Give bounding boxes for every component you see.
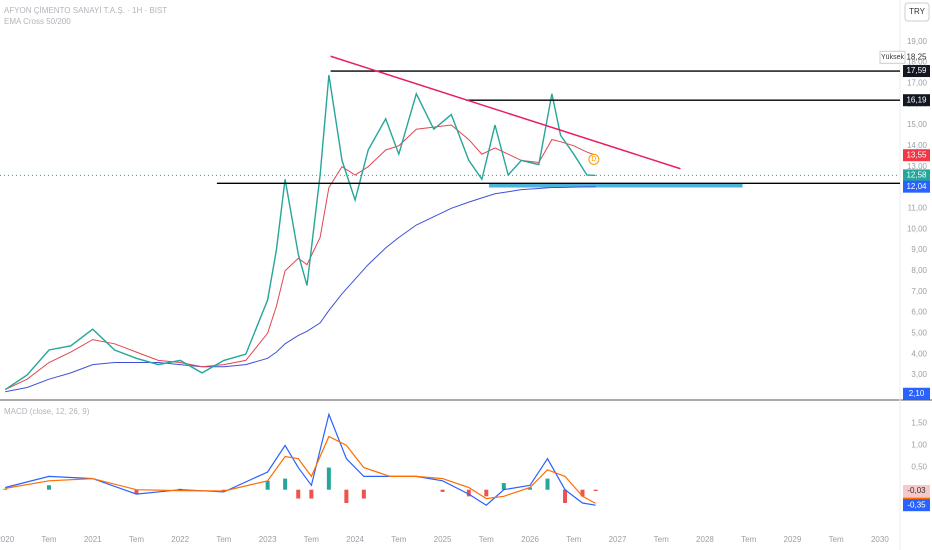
x-tick-label: 2023	[259, 535, 277, 544]
price-badge	[903, 485, 930, 498]
y-tick-label: 14,00	[907, 141, 928, 150]
y-tick-label: 17,00	[907, 78, 928, 87]
histogram-bar	[593, 489, 598, 492]
histogram-bar	[528, 487, 533, 490]
histogram-bar	[563, 489, 568, 503]
x-tick-label: 2022	[171, 535, 189, 544]
x-tick-label: 2028	[696, 535, 714, 544]
high-tag	[879, 50, 906, 64]
symbol-title: AFYON ÇİMENTO SANAYİ T.A.Ş. · 1H · BIST	[4, 6, 167, 15]
macd-title: MACD (close, 12, 26, 9)	[4, 407, 90, 416]
currency-label[interactable]: TRY	[909, 7, 926, 16]
price-badge	[903, 387, 930, 400]
y-tick-label: 15,00	[907, 120, 928, 129]
x-tick-label: Tem	[304, 535, 319, 544]
x-tick-label: 2024	[346, 535, 364, 544]
trend-line	[330, 55, 681, 170]
price-line	[4, 74, 596, 391]
y-tick-label: 13,00	[907, 162, 928, 171]
price-badge-label: -0,35	[907, 500, 926, 509]
histogram-bar	[501, 483, 506, 490]
high-value: 18,25	[906, 52, 927, 61]
x-tick-label: Tem	[479, 535, 494, 544]
y-tick-label: 0,50	[911, 463, 927, 472]
price-badge	[903, 169, 930, 182]
histogram-bar	[440, 489, 445, 492]
price-badge	[903, 94, 930, 107]
y-tick-label: 1,00	[911, 441, 927, 450]
y-tick-label: 6,00	[911, 308, 927, 317]
y-tick-label: 8,00	[911, 266, 927, 275]
y-tick-label: 9,00	[911, 245, 927, 254]
price-badge-label: 2,10	[909, 389, 925, 398]
y-tick-label: 11,00	[908, 203, 928, 212]
x-tick-label: Tem	[129, 535, 144, 544]
y-tick-label: 19,00	[907, 37, 928, 46]
x-tick-label: Tem	[741, 535, 756, 544]
support-zone	[488, 183, 743, 188]
x-tick-label: 2029	[784, 535, 802, 544]
price-badge-label: 12,04	[906, 182, 927, 191]
x-tick-label: 2020	[0, 535, 15, 544]
price-badge	[903, 65, 930, 78]
x-tick-label: 2027	[609, 535, 627, 544]
price-badge-label: 17,59	[906, 66, 927, 75]
y-tick-label: 5,00	[911, 328, 927, 337]
y-tick-label: 3,00	[911, 370, 927, 379]
price-badge	[903, 180, 930, 193]
price-badge	[903, 499, 930, 512]
high-tag-label: Yüksek	[881, 54, 904, 61]
x-tick-label: Tem	[829, 535, 844, 544]
x-tick-label: Tem	[391, 535, 406, 544]
price-badge	[903, 149, 930, 162]
x-tick-label: 2021	[84, 535, 102, 544]
histogram-bar	[466, 489, 471, 497]
ema-line	[5, 186, 596, 393]
price-badge-label: 12,58	[906, 171, 927, 180]
y-tick-label: 18,00	[907, 58, 928, 67]
event-marker	[588, 153, 600, 165]
histogram-bar	[296, 489, 301, 499]
y-tick-label: 4,00	[911, 349, 927, 358]
histogram-bar	[344, 489, 349, 503]
x-tick-label: 2030	[871, 535, 889, 544]
histogram-bar	[361, 489, 366, 499]
histogram-bar	[134, 489, 139, 495]
y-tick-label: 7,00	[911, 287, 927, 296]
ema-line	[4, 124, 596, 391]
histogram-bar	[484, 489, 489, 497]
histogram-bar	[326, 467, 331, 490]
x-tick-label: Tem	[566, 535, 581, 544]
x-tick-label: 2025	[434, 535, 452, 544]
macd-line	[5, 435, 596, 504]
histogram-bar	[580, 489, 585, 497]
currency-button[interactable]	[904, 2, 930, 22]
histogram-bar	[545, 478, 550, 490]
x-tick-label: Tem	[216, 535, 231, 544]
event-marker-label: D	[591, 156, 596, 163]
x-tick-label: 2026	[521, 535, 539, 544]
price-badge-label: -0,03	[907, 486, 926, 495]
histogram-bar	[265, 480, 270, 490]
histogram-bar	[283, 478, 288, 490]
indicator-name: EMA Cross 50/200	[4, 17, 71, 26]
histogram-bar	[309, 489, 314, 499]
histogram-bar	[3, 488, 8, 490]
histogram-bar	[221, 489, 226, 491]
histogram-bar	[46, 485, 51, 490]
y-tick-label: 10,00	[907, 224, 928, 233]
price-badge-label: 16,19	[906, 95, 927, 104]
x-tick-label: Tem	[41, 535, 56, 544]
x-tick-label: Tem	[654, 535, 669, 544]
price-badge-label: 13,55	[906, 150, 927, 159]
y-tick-label: 1,50	[911, 418, 927, 427]
